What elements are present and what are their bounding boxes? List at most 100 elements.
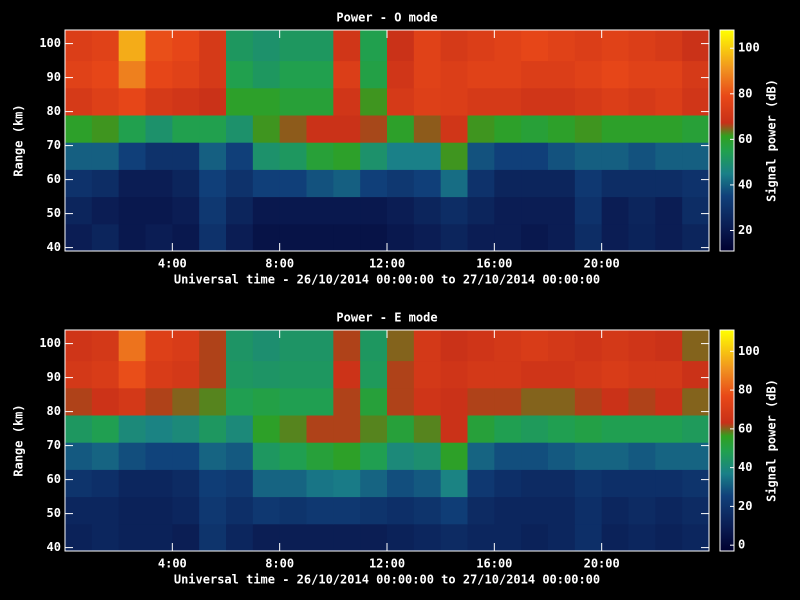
- heat-cell: [199, 360, 227, 389]
- heat-cell: [118, 169, 146, 198]
- heat-cell: [440, 360, 468, 389]
- heat-cell: [628, 360, 656, 389]
- heat-cell: [601, 387, 629, 416]
- heat-cell: [279, 523, 307, 552]
- heat-cell: [91, 223, 120, 252]
- heat-cell: [145, 169, 173, 198]
- heat-cell: [91, 169, 120, 198]
- heat-cell: [601, 60, 629, 89]
- heat-cell: [279, 469, 307, 498]
- heat-cell: [521, 496, 549, 525]
- colorbar-tick-label: 60: [738, 132, 752, 146]
- x-axis-label: Universal time - 26/10/2014 00:00:00 to …: [174, 273, 600, 287]
- heat-cell: [601, 223, 629, 252]
- heat-cell: [440, 496, 468, 525]
- heat-cell: [199, 142, 227, 170]
- heat-cell: [279, 496, 307, 525]
- heat-cell: [574, 330, 603, 362]
- heat-cell: [521, 142, 549, 170]
- heat-cell: [172, 87, 200, 116]
- heat-cell: [494, 496, 522, 525]
- heat-cell: [655, 442, 683, 470]
- heat-cell: [574, 415, 603, 443]
- heat-cell: [601, 469, 629, 498]
- heat-cell: [387, 223, 415, 252]
- heat-cell: [574, 360, 603, 389]
- heat-cell: [91, 415, 120, 443]
- colorbar-label: Signal power (dB): [765, 379, 779, 502]
- y-tick-label: 70: [47, 138, 61, 152]
- heat-cell: [279, 60, 307, 89]
- heat-cell: [548, 142, 576, 170]
- heat-cell: [548, 387, 576, 416]
- heat-cell: [467, 442, 495, 470]
- heat-cell: [279, 442, 307, 470]
- heat-cell: [145, 387, 173, 416]
- heat-cell: [306, 30, 334, 62]
- heat-cell: [199, 496, 227, 525]
- heat-cell: [548, 87, 576, 116]
- chart-title: Power - O mode: [336, 11, 437, 25]
- x-tick-label: 16:00: [476, 257, 512, 271]
- heat-cell: [628, 30, 656, 62]
- y-tick-label: 80: [47, 404, 61, 418]
- heat-cell: [601, 523, 629, 552]
- heat-cell: [333, 330, 361, 362]
- colorbar-tick-label: 80: [738, 383, 752, 397]
- heat-cell: [521, 196, 549, 225]
- heat-cell: [601, 142, 629, 170]
- heat-cell: [467, 469, 495, 498]
- heat-cell: [65, 30, 93, 62]
- heat-cell: [226, 60, 254, 89]
- heat-cell: [118, 87, 146, 116]
- heat-cell: [252, 60, 281, 89]
- heat-cell: [199, 330, 227, 362]
- heat-cell: [118, 496, 146, 525]
- y-tick-label: 70: [47, 438, 61, 452]
- heat-cell: [279, 115, 307, 143]
- heat-cell: [440, 115, 468, 143]
- heat-cell: [440, 60, 468, 89]
- heat-cell: [199, 442, 227, 470]
- heat-cell: [360, 330, 388, 362]
- y-tick-label: 40: [47, 540, 61, 554]
- heat-cell: [333, 196, 361, 225]
- colorbar-tick-label: 0: [738, 538, 745, 552]
- x-tick-label: 8:00: [265, 257, 294, 271]
- heat-cell: [682, 469, 710, 498]
- y-tick-label: 100: [39, 36, 61, 50]
- heat-cell: [172, 360, 200, 389]
- heat-cell: [226, 142, 254, 170]
- heat-cell: [521, 442, 549, 470]
- heat-cell: [655, 169, 683, 198]
- colorbar-tick-label: 60: [738, 421, 752, 435]
- heat-cell: [226, 415, 254, 443]
- heat-cell: [91, 523, 120, 552]
- heat-cell: [628, 415, 656, 443]
- heat-cell: [521, 169, 549, 198]
- heat-cell: [252, 196, 281, 225]
- heat-cell: [655, 60, 683, 89]
- heat-cell: [440, 142, 468, 170]
- heat-cell: [655, 387, 683, 416]
- heat-cell: [601, 115, 629, 143]
- heat-cell: [65, 196, 93, 225]
- heat-cell: [333, 523, 361, 552]
- heat-cell: [118, 115, 146, 143]
- heat-cell: [65, 496, 93, 525]
- heat-cell: [494, 196, 522, 225]
- heat-cell: [333, 60, 361, 89]
- heat-cell: [494, 30, 522, 62]
- heat-cell: [360, 415, 388, 443]
- heat-cell: [252, 330, 281, 362]
- heat-cell: [226, 330, 254, 362]
- heat-cell: [574, 30, 603, 62]
- heat-cell: [548, 115, 576, 143]
- x-tick-label: 4:00: [158, 257, 187, 271]
- heat-cell: [252, 387, 281, 416]
- heat-cell: [360, 469, 388, 498]
- heat-cell: [145, 469, 173, 498]
- heat-cell: [172, 60, 200, 89]
- colorbar-tick-label: 20: [738, 223, 752, 237]
- heat-cell: [574, 169, 603, 198]
